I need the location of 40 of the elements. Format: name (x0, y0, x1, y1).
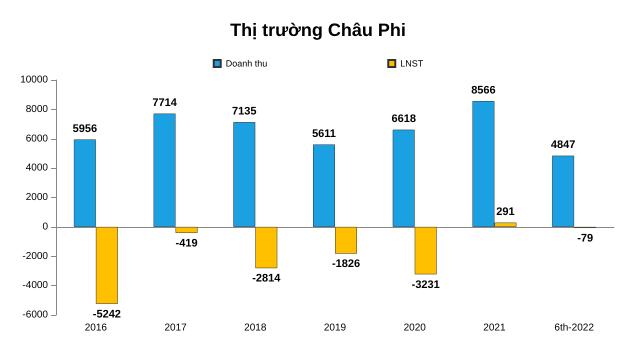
data-label: -79 (577, 232, 594, 245)
data-label: -1826 (332, 258, 360, 270)
y-tick-label: 8000 (26, 104, 48, 115)
legend-label: LNST (400, 58, 424, 68)
data-label: 7135 (232, 106, 257, 118)
data-label: -419 (176, 238, 198, 250)
data-label: -5242 (92, 308, 121, 320)
y-tick-label: 0 (42, 221, 48, 232)
data-label: 5611 (312, 128, 336, 140)
bar (96, 226, 118, 304)
x-tick-label: 2021 (483, 322, 506, 334)
legend-label: Doanh thu (226, 58, 268, 68)
y-tick-label: 2000 (26, 192, 48, 203)
data-label: 6618 (391, 113, 416, 126)
bar (176, 226, 198, 234)
bar (313, 144, 335, 227)
data-label: -3231 (412, 278, 440, 291)
x-tick-label: 2020 (404, 322, 426, 334)
bar (335, 226, 357, 254)
y-tick-label: -2000 (22, 250, 48, 262)
y-tick-label: 10000 (20, 74, 48, 86)
chart-title: Thị trường Châu Phi (230, 20, 406, 40)
y-tick-label: 4000 (26, 162, 48, 174)
y-tick-label: -4000 (22, 280, 48, 292)
x-tick-label: 2018 (244, 322, 267, 334)
bar (74, 139, 96, 227)
x-tick-label: 2019 (324, 322, 347, 334)
bar (154, 114, 176, 227)
x-tick-label: 2017 (164, 322, 188, 334)
data-label: 291 (496, 206, 515, 218)
y-tick-label: -6000 (22, 310, 48, 320)
x-tick-label: 2016 (84, 322, 108, 334)
bar (552, 156, 574, 227)
data-label: 8566 (471, 84, 496, 97)
x-tick-label: 6th-2022 (554, 322, 594, 334)
y-tick-label: 6000 (26, 133, 48, 144)
data-label: 5956 (72, 122, 98, 135)
data-label: -2814 (252, 272, 282, 285)
data-label: 4847 (550, 139, 576, 152)
data-label: 7714 (152, 97, 178, 110)
